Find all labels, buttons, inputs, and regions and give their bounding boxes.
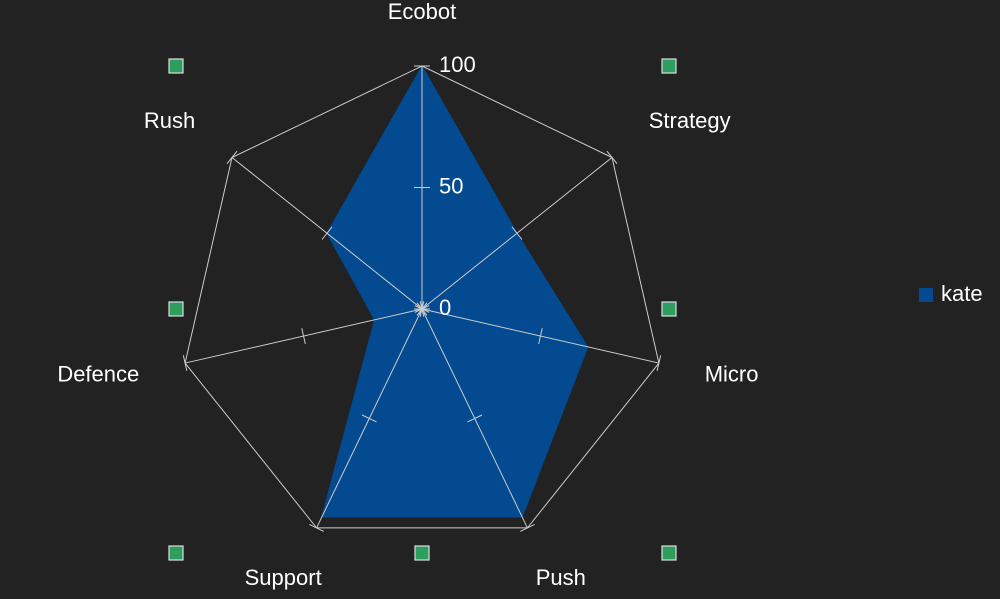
r-tick-label: 100 [439,52,476,77]
tick-mark [467,414,483,423]
marker [414,545,430,561]
category-label: Support [245,565,322,590]
decorations [168,58,677,561]
tick-mark [416,302,428,316]
marker [168,301,184,317]
tick-mark [226,150,238,165]
category-label: Micro [705,362,759,387]
tick-mark [309,524,324,532]
marker [168,545,184,561]
legend-label: kate [941,281,983,306]
marker [168,58,184,74]
marker [661,545,677,561]
tick-mark [182,355,188,371]
legend-swatch [919,288,933,302]
tick-mark [656,355,662,371]
tick-mark [361,414,377,423]
grid-outline [184,65,660,529]
tick-mark [511,226,523,240]
category-label: Defence [57,362,139,387]
radar-area [321,64,589,518]
category-label: Push [536,565,586,590]
r-tick-label: 0 [439,295,451,320]
tick-mark [301,328,306,344]
marker [661,301,677,317]
r-tick-label: 50 [439,173,463,198]
marker [661,58,677,74]
tick-mark [321,226,333,240]
tick-mark [538,328,543,344]
legend: kate [919,281,983,306]
tick-mark [606,150,618,165]
plot: 0 50 100 Ecobot Strategy Micro Push Support Defe… [57,0,758,590]
category-label: Strategy [649,108,731,133]
tick-mark [520,524,535,532]
category-label: Ecobot [388,0,457,24]
category-label: Rush [144,108,195,133]
